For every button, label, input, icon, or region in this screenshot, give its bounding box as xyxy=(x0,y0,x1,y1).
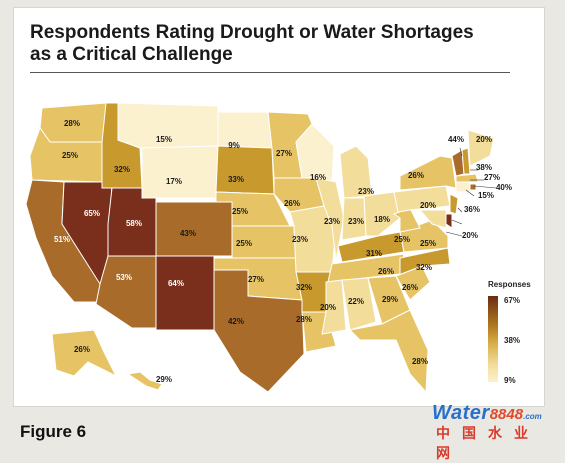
state-nj xyxy=(449,193,459,215)
state-label-ut: 58% xyxy=(126,219,142,228)
watermark-logo: Water8848.com 中国水业网 xyxy=(432,402,560,463)
state-label-ma: 27% xyxy=(484,173,500,182)
state-label-tx: 42% xyxy=(228,317,244,326)
leader-nj xyxy=(457,207,463,213)
state-label-wi: 16% xyxy=(310,173,326,182)
state-label-ca: 51% xyxy=(54,235,70,244)
state-nm xyxy=(155,255,215,331)
state-label-fl: 28% xyxy=(412,357,428,366)
state-label-ok: 27% xyxy=(248,275,264,284)
state-label-nh: 38% xyxy=(476,163,492,172)
state-label-mi: 23% xyxy=(358,187,374,196)
state-label-vt: 44% xyxy=(448,135,464,144)
watermark-domain: .com xyxy=(523,412,542,421)
legend-mid-label: 38% xyxy=(504,336,521,345)
state-label-nj: 36% xyxy=(464,205,480,214)
state-label-co: 43% xyxy=(180,229,196,238)
state-il xyxy=(315,177,345,261)
state-sd xyxy=(215,145,275,195)
title-rule xyxy=(30,72,510,73)
state-label-ny: 26% xyxy=(408,171,424,180)
state-label-ky: 31% xyxy=(366,249,382,258)
state-label-oh: 18% xyxy=(374,215,390,224)
state-label-wv: 25% xyxy=(420,239,436,248)
us-choropleth-map: 28% 25% 51% 65% 32% 15% 17% 58% 53% 43% 64% 9% 33% 25… xyxy=(25,102,512,394)
state-label-ri: 40% xyxy=(496,183,512,192)
state-label-mt: 15% xyxy=(156,135,172,144)
state-label-ar: 32% xyxy=(296,283,312,292)
state-label-ms: 20% xyxy=(320,303,336,312)
state-ms xyxy=(321,279,347,335)
state-nh xyxy=(461,147,471,175)
watermark-chinese: 中国水业网 xyxy=(436,425,540,461)
legend-min-label: 9% xyxy=(504,376,516,385)
state-fl xyxy=(348,309,429,394)
map-title: Respondents Rating Drought or Water Shor… xyxy=(30,22,474,65)
legend-color-bar xyxy=(488,296,498,382)
state-label-az: 53% xyxy=(116,273,132,282)
state-label-va: 25% xyxy=(394,235,410,244)
state-hi xyxy=(126,371,163,391)
state-label-sc: 26% xyxy=(402,283,418,292)
watermark-brand: Water xyxy=(432,402,490,424)
state-label-ak: 26% xyxy=(74,345,90,354)
state-label-ks: 25% xyxy=(236,239,252,248)
leader-vt xyxy=(459,147,463,157)
state-ct xyxy=(455,181,471,193)
state-label-ga: 29% xyxy=(382,295,398,304)
state-label-sd: 33% xyxy=(228,175,244,184)
state-label-id: 32% xyxy=(114,165,130,174)
state-label-il: 23% xyxy=(324,217,340,226)
state-me xyxy=(467,129,495,167)
state-ak xyxy=(51,329,118,378)
state-label-tn: 26% xyxy=(378,267,394,276)
state-label-ct: 15% xyxy=(478,191,494,200)
watermark-number: 8848 xyxy=(489,406,524,423)
leader-ri xyxy=(473,185,497,189)
state-ma xyxy=(455,173,479,183)
state-mi xyxy=(339,145,373,199)
state-label-nv: 65% xyxy=(84,209,100,218)
state-label-mn: 27% xyxy=(276,149,292,158)
state-tx xyxy=(213,269,305,393)
state-md xyxy=(418,209,447,229)
state-label-ia: 26% xyxy=(284,199,300,208)
state-label-or: 25% xyxy=(62,151,78,160)
state-az xyxy=(95,255,157,329)
leader-ct xyxy=(465,189,475,197)
leader-de xyxy=(451,219,463,225)
state-al xyxy=(341,277,377,331)
state-label-al: 22% xyxy=(348,297,364,306)
state-label-nd: 9% xyxy=(228,141,240,150)
state-label-md: 20% xyxy=(462,231,478,240)
state-label-pa: 20% xyxy=(420,201,436,210)
legend-title: Responses xyxy=(488,280,531,289)
leader-md xyxy=(445,231,463,237)
state-ri xyxy=(469,183,477,191)
state-nd xyxy=(217,111,273,149)
state-label-mo: 23% xyxy=(292,235,308,244)
state-label-nm: 64% xyxy=(168,279,184,288)
state-label-nc: 32% xyxy=(416,263,432,272)
state-label-ne: 25% xyxy=(232,207,248,216)
state-label-hi: 29% xyxy=(156,375,172,384)
state-label-in: 23% xyxy=(348,217,364,226)
state-label-de: 60% xyxy=(462,219,478,228)
state-label-la: 28% xyxy=(296,315,312,324)
state-de xyxy=(445,213,453,229)
figure-label: Figure 6 xyxy=(20,422,87,441)
state-label-me: 20% xyxy=(476,135,492,144)
legend-max-label: 67% xyxy=(504,296,521,305)
state-wy xyxy=(141,145,219,199)
state-label-wa: 28% xyxy=(64,119,80,128)
state-oh xyxy=(363,191,401,237)
state-label-wy: 17% xyxy=(166,177,182,186)
